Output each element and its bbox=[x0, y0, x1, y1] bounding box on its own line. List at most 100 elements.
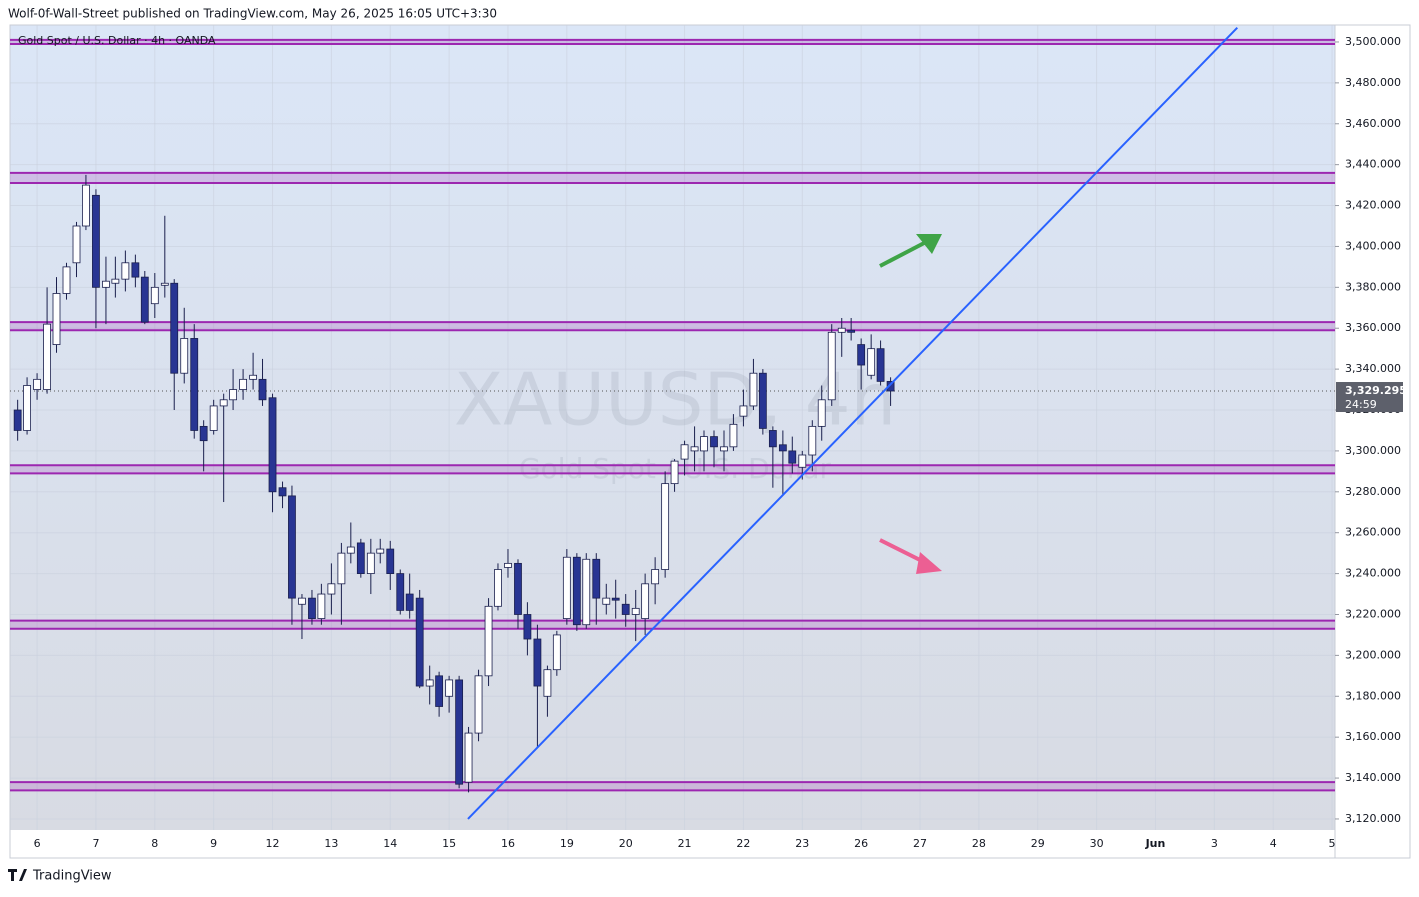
candle-body bbox=[219, 399, 228, 407]
zone-fill bbox=[10, 782, 1335, 791]
zone-fill bbox=[10, 39, 1335, 45]
y-tick-label: 3,280.000 bbox=[1345, 485, 1401, 498]
green-arrow bbox=[879, 234, 942, 268]
candle-body bbox=[435, 675, 444, 707]
candle-body bbox=[582, 558, 591, 626]
y-tick-label: 3,120.000 bbox=[1345, 812, 1401, 825]
candle-body bbox=[768, 430, 777, 448]
last-price-label: 3,329.295 bbox=[1345, 384, 1407, 397]
x-tick-label: 19 bbox=[560, 837, 574, 850]
candle-body bbox=[190, 338, 199, 431]
zone-fill bbox=[10, 620, 1335, 629]
candle-body bbox=[62, 266, 71, 294]
y-tick-label: 3,160.000 bbox=[1345, 730, 1401, 743]
zone-fill bbox=[10, 172, 1335, 184]
candle-body bbox=[396, 573, 405, 611]
candle-body bbox=[641, 583, 650, 619]
candle-body bbox=[346, 546, 355, 554]
candle-body bbox=[150, 286, 159, 305]
candle-body bbox=[523, 614, 532, 640]
x-tick-label: 29 bbox=[1031, 837, 1045, 850]
candle-body bbox=[543, 669, 552, 697]
price-axis-background bbox=[1335, 25, 1410, 858]
x-tick-label: 9 bbox=[210, 837, 217, 850]
candle-body bbox=[298, 597, 306, 605]
zone-fill bbox=[10, 322, 1335, 331]
candle-body bbox=[386, 548, 395, 574]
y-tick-label: 3,360.000 bbox=[1345, 321, 1401, 334]
header: Wolf-0f-Wall-Street published on Trading… bbox=[8, 7, 497, 21]
candle-body bbox=[308, 597, 316, 619]
y-tick-label: 3,140.000 bbox=[1345, 771, 1401, 784]
grid-layer bbox=[10, 25, 1335, 830]
candle-body bbox=[857, 344, 866, 366]
candle-body bbox=[562, 556, 571, 619]
candle-body bbox=[405, 593, 414, 611]
candle-body bbox=[778, 444, 787, 452]
y-tick-label: 3,340.000 bbox=[1345, 362, 1401, 375]
candle-body bbox=[239, 378, 247, 390]
candle-body bbox=[464, 732, 473, 783]
candle-body bbox=[886, 380, 895, 392]
y-tick-label: 3,300.000 bbox=[1345, 444, 1401, 457]
candle-body bbox=[533, 638, 542, 687]
x-tick-label: 3 bbox=[1211, 837, 1218, 850]
candle-body bbox=[160, 282, 169, 286]
candle-body bbox=[602, 597, 611, 605]
x-tick-label: 20 bbox=[619, 837, 633, 850]
candle-body bbox=[43, 323, 51, 390]
plot-layer bbox=[10, 26, 1335, 820]
y-tick-label: 3,460.000 bbox=[1345, 117, 1401, 130]
x-tick-label: 14 bbox=[383, 837, 397, 850]
candle-body bbox=[92, 194, 100, 288]
candle-body bbox=[258, 378, 267, 401]
candle-body bbox=[180, 338, 189, 374]
candle-body bbox=[268, 397, 277, 493]
candle-body bbox=[23, 385, 31, 431]
x-tick-label: 13 bbox=[324, 837, 338, 850]
candle-body bbox=[758, 372, 767, 429]
candle-body bbox=[121, 262, 130, 280]
y-tick-label: 3,380.000 bbox=[1345, 280, 1401, 293]
candle-body bbox=[229, 389, 237, 401]
time-axis-background bbox=[10, 830, 1335, 858]
last-price-box bbox=[1336, 382, 1403, 413]
legend-title: Gold Spot / U.S. Dollar · 4h · OANDA bbox=[18, 34, 216, 47]
candle-body bbox=[592, 558, 601, 599]
candle-body bbox=[837, 327, 846, 333]
candle-body bbox=[876, 348, 885, 382]
candle-body bbox=[847, 329, 856, 333]
candle-body bbox=[827, 331, 836, 401]
candle-body bbox=[700, 436, 708, 452]
x-tick-label: 12 bbox=[266, 837, 280, 850]
candle-body bbox=[788, 450, 797, 464]
candle-body bbox=[317, 593, 326, 619]
candle-body bbox=[611, 597, 620, 601]
candle-body bbox=[111, 278, 120, 284]
candle-body bbox=[13, 409, 22, 431]
candle-body bbox=[817, 399, 826, 427]
candle-body bbox=[690, 446, 699, 452]
candle-body bbox=[808, 425, 817, 456]
candle-body bbox=[552, 634, 561, 671]
x-tick-label: 16 bbox=[501, 837, 515, 850]
axes-layer: 3,120.000 3,140.000 3,160.000 3,180.000 3,20… bbox=[34, 35, 1407, 850]
candle-body bbox=[867, 348, 876, 376]
candle-body bbox=[729, 423, 738, 448]
y-tick-label: 3,220.000 bbox=[1345, 607, 1401, 620]
candle-body bbox=[494, 569, 502, 607]
y-tick-label: 3,400.000 bbox=[1345, 239, 1401, 252]
candle-body bbox=[337, 552, 346, 585]
y-tick-label: 3,480.000 bbox=[1345, 76, 1401, 89]
chart-frame bbox=[9, 24, 1411, 859]
y-tick-label: 3,240.000 bbox=[1345, 567, 1401, 580]
x-tick-label: 28 bbox=[972, 837, 986, 850]
x-tick-label: 22 bbox=[736, 837, 750, 850]
x-tick-label: 26 bbox=[854, 837, 868, 850]
candle-body bbox=[445, 679, 454, 697]
candle-body bbox=[249, 374, 258, 380]
x-tick-label: 30 bbox=[1090, 837, 1104, 850]
candle-body bbox=[170, 282, 179, 374]
x-tick-label: 15 bbox=[442, 837, 456, 850]
arrow-shaft bbox=[879, 239, 929, 268]
